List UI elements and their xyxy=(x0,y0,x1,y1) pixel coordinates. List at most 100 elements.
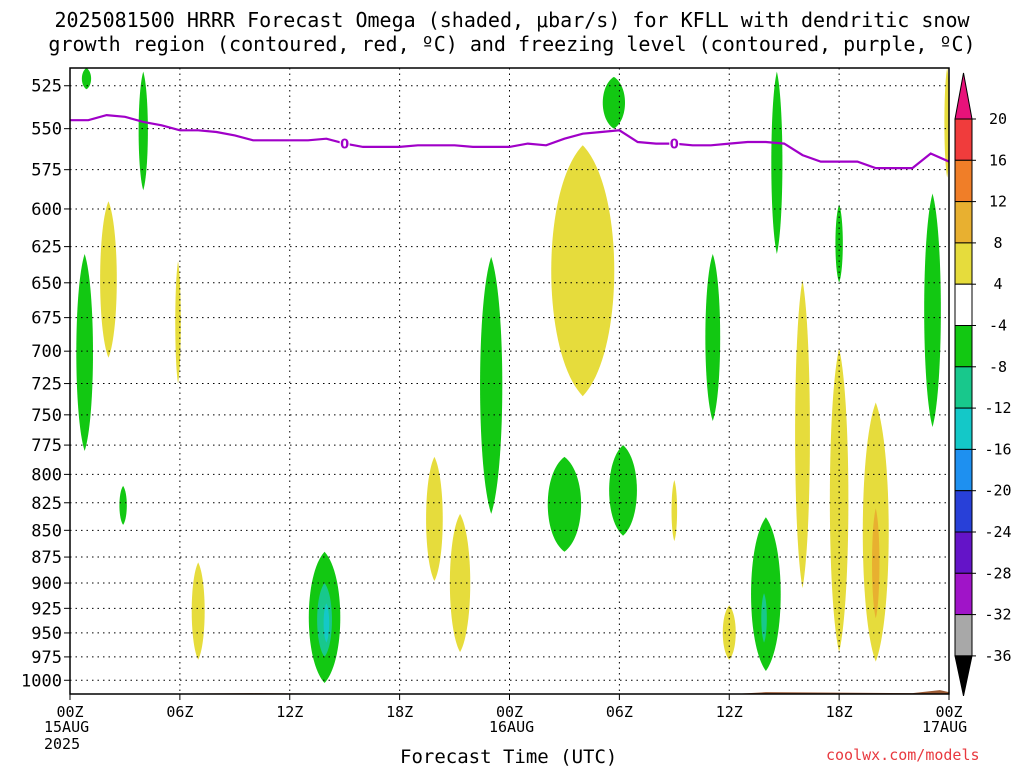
omega-region-14 xyxy=(609,445,637,536)
omega-region-27 xyxy=(872,508,880,619)
omega-region-3 xyxy=(100,201,117,358)
date-label-start: 15AUG 2025 xyxy=(44,718,90,753)
colorbar-label: 8 xyxy=(993,234,1002,252)
y-tick-label: 550 xyxy=(31,120,62,140)
colorbar-label: -4 xyxy=(989,317,1007,335)
y-tick-label: 525 xyxy=(31,77,62,97)
contour-label-bg-0 xyxy=(339,135,350,151)
colorbar: 20 16 12 8 4 -4 -8 -12 -16 -20 -24 -28 -32 -36 xyxy=(954,72,1012,697)
colorbar-label: -16 xyxy=(984,440,1011,458)
omega-region-2 xyxy=(76,253,93,452)
omega-region-15 xyxy=(602,76,626,129)
colorbar-label: -36 xyxy=(984,647,1011,665)
y-tick-label: 975 xyxy=(31,648,62,668)
colorbar-label: -8 xyxy=(989,358,1007,376)
omega-region-23 xyxy=(795,279,810,589)
colorbar-bin xyxy=(954,448,973,492)
y-tick-label: 825 xyxy=(31,494,62,514)
omega-region-10 xyxy=(426,456,443,581)
y-tick-label: 575 xyxy=(31,161,62,181)
gridlines xyxy=(69,68,950,694)
colorbar-label: 4 xyxy=(993,275,1002,293)
date-label-end: 17AUG xyxy=(922,718,968,736)
omega-region-25 xyxy=(829,348,849,653)
omega-region-18 xyxy=(705,253,721,421)
colorbar-label: -20 xyxy=(984,482,1011,500)
y-tick-label: 625 xyxy=(31,238,62,258)
omega-region-0 xyxy=(81,68,92,90)
omega-region-24 xyxy=(835,204,843,283)
omega-region-21 xyxy=(761,593,767,643)
omega-region-13 xyxy=(547,456,582,552)
omega-region-16 xyxy=(551,145,615,397)
x-tick-label: 12Z xyxy=(276,703,303,721)
omega-region-28 xyxy=(924,193,941,428)
y-tick-label: 775 xyxy=(31,436,62,456)
chart-title: 2025081500 HRRR Forecast Omega (shaded, … xyxy=(0,8,1024,56)
colorbar-bin xyxy=(954,490,973,533)
omega-region-6 xyxy=(191,562,205,660)
x-axis-ticks: 00Z 06Z 12Z 18Z 00Z 06Z 12Z 18Z 00Z xyxy=(56,694,963,721)
x-tick-label: 00Z xyxy=(56,703,83,721)
colorbar-label: -12 xyxy=(984,399,1011,417)
y-tick-label: 675 xyxy=(31,309,62,329)
y-tick-label: 925 xyxy=(31,599,62,619)
y-axis-ticks: 525 550 575 600 625 650 675 700 725 750 775 800 825 8… xyxy=(21,77,70,691)
colorbar-bin xyxy=(954,366,973,409)
credit-text: coolwx.com/models xyxy=(826,746,980,764)
omega-region-1 xyxy=(138,71,148,191)
title-line-1: 2025081500 HRRR Forecast Omega (shaded, … xyxy=(54,8,970,32)
y-tick-label: 700 xyxy=(31,342,62,362)
colorbar-bin xyxy=(954,572,973,616)
y-tick-label: 600 xyxy=(31,200,62,220)
y-tick-label: 1000 xyxy=(21,671,62,691)
omega-region-12 xyxy=(480,256,503,514)
y-tick-label: 900 xyxy=(31,574,62,594)
x-tick-label: 18Z xyxy=(826,703,853,721)
y-tick-label: 850 xyxy=(31,521,62,541)
omega-region-22 xyxy=(771,71,783,254)
omega-region-4 xyxy=(119,485,127,525)
colorbar-label: -32 xyxy=(984,606,1011,624)
colorbar-top-triangle xyxy=(954,72,973,120)
y-tick-label: 800 xyxy=(31,465,62,485)
x-tick-label: 12Z xyxy=(716,703,743,721)
x-tick-label: 06Z xyxy=(166,703,193,721)
freezing-level-label: 0 xyxy=(340,138,349,153)
freezing-level-line xyxy=(70,113,949,170)
freezing-level-label: 0 xyxy=(670,138,679,153)
y-tick-label: 875 xyxy=(31,548,62,568)
colorbar-label: -28 xyxy=(984,564,1011,582)
colorbar-bin xyxy=(954,118,973,161)
x-tick-label: 06Z xyxy=(606,703,633,721)
omega-region-29 xyxy=(944,68,949,178)
date-label-mid: 16AUG xyxy=(489,718,535,736)
colorbar-bin xyxy=(954,201,973,244)
y-tick-label: 750 xyxy=(31,406,62,426)
colorbar-bin xyxy=(954,283,973,327)
colorbar-bottom-triangle xyxy=(954,655,973,697)
colorbar-bin xyxy=(954,407,973,450)
x-axis-title: Forecast Time (UTC) xyxy=(400,746,618,768)
colorbar-label: 12 xyxy=(989,193,1007,211)
y-tick-label: 950 xyxy=(31,624,62,644)
x-tick-label: 00Z xyxy=(496,703,523,721)
colorbar-bin xyxy=(954,614,973,657)
omega-region-19 xyxy=(722,605,736,660)
colorbar-bin xyxy=(954,531,973,574)
x-tick-label: 18Z xyxy=(386,703,413,721)
title-line-2: growth region (contoured, red, ºC) and f… xyxy=(48,32,976,56)
omega-region-17 xyxy=(671,480,678,542)
omega-shaded-regions xyxy=(76,68,949,684)
colorbar-label: 20 xyxy=(989,110,1007,128)
colorbar-label: 16 xyxy=(989,151,1007,169)
omega-region-11 xyxy=(449,513,471,653)
x-tick-label: 00Z xyxy=(935,703,962,721)
colorbar-bin xyxy=(954,325,973,368)
y-tick-label: 725 xyxy=(31,375,62,395)
colorbar-label: -24 xyxy=(984,523,1011,541)
y-tick-label: 650 xyxy=(31,274,62,294)
colorbar-bin xyxy=(954,242,973,285)
